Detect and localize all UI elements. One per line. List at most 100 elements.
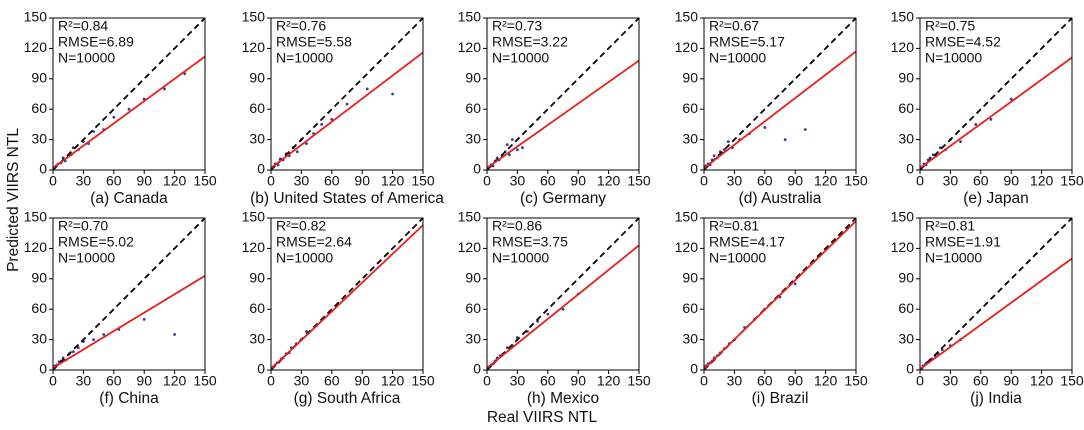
scatter-point <box>783 138 787 142</box>
y-tick-label: 120 <box>242 239 266 255</box>
x-tick-label: 120 <box>381 173 405 189</box>
x-tick-label: 120 <box>814 173 838 189</box>
x-tick-label: 0 <box>483 373 491 389</box>
y-tick-label: 120 <box>458 239 482 255</box>
x-tick-label: 90 <box>354 373 370 389</box>
x-tick-label: 60 <box>106 173 122 189</box>
panel-title: (j) India <box>970 390 1022 407</box>
y-tick-label: 60 <box>465 100 481 116</box>
panel-title: (i) Brazil <box>752 390 809 407</box>
stat-annotation: RMSE=3.75 <box>492 234 568 250</box>
stat-annotation: RMSE=6.89 <box>58 34 134 50</box>
x-tick-label: 30 <box>294 173 310 189</box>
x-tick-label: 150 <box>627 373 651 389</box>
y-tick-label: 120 <box>891 239 915 255</box>
plot-area <box>704 18 856 170</box>
x-tick-label: 0 <box>700 373 708 389</box>
y-tick-label: 30 <box>465 130 481 146</box>
y-tick-label: 120 <box>675 239 699 255</box>
stat-annotation: RMSE=5.58 <box>276 34 352 50</box>
stat-annotation: RMSE=2.64 <box>276 234 352 250</box>
panel-title: (a) Canada <box>90 190 168 207</box>
x-tick-label: 150 <box>193 173 217 189</box>
x-tick-label: 30 <box>76 173 92 189</box>
y-tick-label: 90 <box>31 70 47 86</box>
scatter-point <box>320 123 324 126</box>
x-tick-label: 150 <box>844 173 868 189</box>
y-tick-label: 30 <box>465 330 481 346</box>
plot-area <box>487 218 639 370</box>
scatter-point <box>102 333 106 336</box>
scatter-point <box>112 115 116 119</box>
y-tick-label: 60 <box>682 300 698 316</box>
x-tick-label: 0 <box>916 373 924 389</box>
stat-annotation: RMSE=5.17 <box>709 34 785 50</box>
axes-frame <box>486 17 640 171</box>
y-tick-label: 120 <box>458 39 482 55</box>
plot-area <box>704 218 856 370</box>
y-tick-label: 0 <box>690 361 698 377</box>
stat-annotation: RMSE=4.52 <box>925 34 1001 50</box>
y-tick-label: 90 <box>682 270 698 286</box>
y-tick-label: 0 <box>39 161 47 177</box>
y-tick-label: 30 <box>898 130 914 146</box>
scatter-point <box>305 330 308 333</box>
fit-line <box>487 59 639 169</box>
y-tick-label: 0 <box>906 361 914 377</box>
y-tick-label: 150 <box>24 209 48 225</box>
scatter-point <box>516 148 519 152</box>
y-tick-label: 60 <box>898 300 914 316</box>
x-tick-label: 60 <box>540 373 556 389</box>
y-tick-label: 0 <box>473 161 481 177</box>
y-axis-label: Predicted VIIRS NTL <box>5 128 22 272</box>
plot-area <box>487 18 639 170</box>
stat-annotation: N=10000 <box>276 250 333 266</box>
x-tick-label: 30 <box>727 173 743 189</box>
y-tick-label: 150 <box>675 9 699 25</box>
stat-annotation: N=10000 <box>925 250 982 266</box>
y-tick-label: 150 <box>891 9 915 25</box>
y-tick-label: 30 <box>31 130 47 146</box>
scatter-point <box>974 123 978 126</box>
reference-line <box>53 218 205 370</box>
panel-title: (g) South Africa <box>294 390 401 407</box>
y-tick-label: 30 <box>682 130 698 146</box>
y-tick-label: 90 <box>249 270 265 286</box>
scatter-point <box>163 87 166 91</box>
axes-frame <box>703 17 857 171</box>
scatter-point <box>510 138 514 142</box>
scatter-point <box>763 126 767 129</box>
stat-annotation: N=10000 <box>709 50 766 66</box>
y-tick-label: 60 <box>249 300 265 316</box>
fit-line <box>704 220 856 370</box>
stat-annotation: N=10000 <box>492 250 549 266</box>
stat-annotation: N=10000 <box>925 50 982 66</box>
stat-annotation: N=10000 <box>709 250 766 266</box>
plot-area <box>271 18 423 170</box>
x-tick-label: 30 <box>510 373 526 389</box>
x-tick-label: 60 <box>540 173 556 189</box>
stat-annotation: N=10000 <box>492 50 549 66</box>
stat-annotation: R²=0.75 <box>925 18 975 34</box>
x-tick-label: 30 <box>510 173 526 189</box>
y-tick-label: 150 <box>891 209 915 225</box>
stat-annotation: R²=0.84 <box>58 18 108 34</box>
x-tick-label: 150 <box>411 173 435 189</box>
scatter-point <box>722 148 726 152</box>
x-tick-label: 60 <box>973 173 989 189</box>
x-tick-label: 90 <box>787 173 803 189</box>
y-tick-label: 30 <box>898 330 914 346</box>
x-tick-label: 120 <box>597 373 621 389</box>
x-tick-label: 0 <box>267 173 275 189</box>
scatter-point <box>989 117 993 121</box>
x-tick-label: 150 <box>844 373 868 389</box>
y-tick-label: 0 <box>690 161 698 177</box>
y-tick-label: 90 <box>249 70 265 86</box>
x-tick-label: 90 <box>570 173 586 189</box>
x-tick-label: 60 <box>757 373 773 389</box>
reference-line <box>271 18 423 170</box>
y-tick-label: 90 <box>31 270 47 286</box>
x-tick-label: 60 <box>324 373 340 389</box>
reference-line <box>53 18 205 170</box>
